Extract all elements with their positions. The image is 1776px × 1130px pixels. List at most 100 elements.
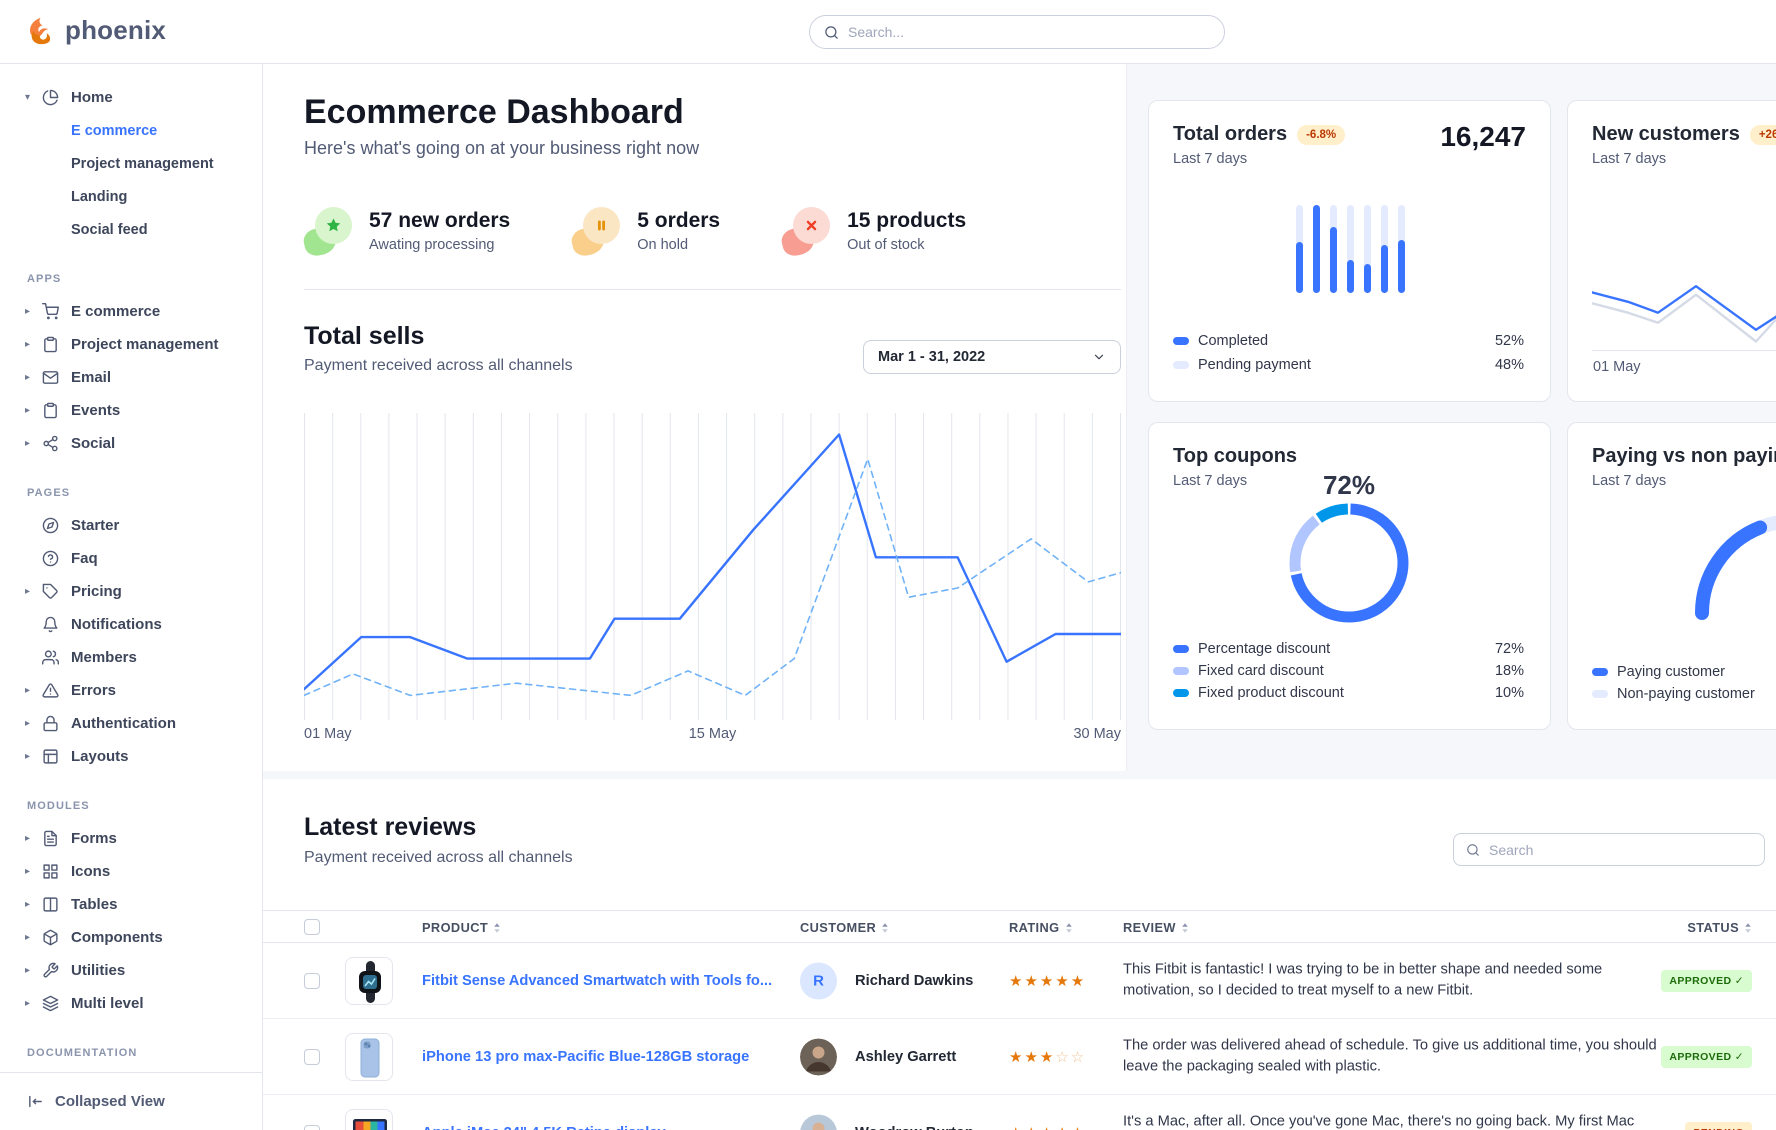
row-checkbox[interactable] bbox=[304, 972, 320, 989]
reviews-search-input[interactable] bbox=[1489, 841, 1752, 858]
sidebar-item-project-management[interactable]: ▸ Project management bbox=[0, 328, 262, 361]
sidebar-item-authentication[interactable]: ▸ Authentication bbox=[0, 707, 262, 740]
layers-icon bbox=[42, 995, 59, 1012]
caret-right-icon: ▸ bbox=[25, 866, 31, 877]
sidebar-item-label: Errors bbox=[71, 682, 117, 699]
sidebar-item-label: Home bbox=[71, 89, 113, 106]
sidebar-item-utilities[interactable]: ▸ Utilities bbox=[0, 954, 262, 987]
product-thumbnail[interactable] bbox=[345, 1032, 393, 1081]
sidebar-item-faq[interactable]: Faq bbox=[0, 542, 262, 575]
column-header-customer[interactable]: CUSTOMER bbox=[800, 911, 889, 944]
sidebar-item-label: Members bbox=[71, 649, 137, 666]
phoenix-flame-icon bbox=[26, 16, 56, 46]
customer-name: Woodrow Burton bbox=[855, 1125, 974, 1130]
legend-row: Pending payment 48% bbox=[1173, 353, 1524, 377]
product-link[interactable]: Apple iMac 24" 4.5K Retina display bbox=[422, 1125, 666, 1130]
product-link[interactable]: Fitbit Sense Advanced Smartwatch with To… bbox=[422, 972, 773, 989]
global-search-input[interactable] bbox=[848, 24, 1210, 40]
sort-icon[interactable] bbox=[1744, 922, 1752, 934]
sidebar-item-multi-level[interactable]: ▸ Multi level bbox=[0, 987, 262, 1020]
paying-vs-non-paying-card: Paying vs non paying Last 7 days Paying … bbox=[1567, 422, 1776, 730]
sidebar-item-errors[interactable]: ▸ Errors bbox=[0, 674, 262, 707]
sidebar-item-social[interactable]: ▸ Social bbox=[0, 427, 262, 460]
sidebar-item-pricing[interactable]: ▸ Pricing bbox=[0, 575, 262, 608]
stat-5-orders: 5 orders On hold bbox=[569, 207, 720, 259]
brand-logo[interactable]: phoenix bbox=[26, 15, 166, 46]
file-text-icon bbox=[42, 830, 59, 847]
row-checkbox[interactable] bbox=[304, 1048, 320, 1065]
sidebar-item-notifications[interactable]: Notifications bbox=[0, 608, 262, 641]
product-link[interactable]: iPhone 13 pro max-Pacific Blue-128GB sto… bbox=[422, 1048, 750, 1065]
top-coupons-card: Top coupons Last 7 days 72% Percentage d… bbox=[1148, 422, 1551, 730]
order-bar bbox=[1296, 205, 1303, 293]
date-range-select[interactable]: Mar 1 - 31, 2022 bbox=[863, 340, 1121, 374]
sort-icon[interactable] bbox=[1181, 922, 1189, 934]
legend-swatch bbox=[1173, 337, 1189, 345]
sidebar-item-social-feed[interactable]: Social feed bbox=[71, 221, 148, 238]
stat-value: 15 products bbox=[847, 209, 967, 233]
card-period: Last 7 days bbox=[1173, 151, 1248, 167]
stat-value: 57 new orders bbox=[369, 209, 511, 233]
caret-right-icon: ▸ bbox=[25, 932, 31, 943]
sidebar-item-e-commerce[interactable]: ▸ E commerce bbox=[0, 295, 262, 328]
stat-label: Awating processing bbox=[369, 236, 495, 253]
columns-icon bbox=[42, 896, 59, 913]
sidebar-item-label: Components bbox=[71, 929, 163, 946]
global-search[interactable] bbox=[809, 15, 1225, 49]
sort-icon[interactable] bbox=[493, 922, 501, 934]
sidebar-section-label: DOCUMENTATION bbox=[27, 1046, 138, 1059]
sidebar-item-icons[interactable]: ▸ Icons bbox=[0, 855, 262, 888]
avatar[interactable] bbox=[800, 1038, 837, 1075]
order-bar bbox=[1347, 205, 1354, 293]
sidebar-section-label: PAGES bbox=[27, 486, 71, 499]
sidebar-item-project-management[interactable]: Project management bbox=[71, 155, 214, 172]
product-thumbnail[interactable] bbox=[345, 1108, 393, 1130]
reviews-search[interactable] bbox=[1453, 833, 1765, 866]
caret-right-icon: ▸ bbox=[25, 965, 31, 976]
card-title: Total orders bbox=[1173, 123, 1288, 145]
search-icon bbox=[824, 25, 839, 40]
sidebar-item-label: Notifications bbox=[71, 616, 162, 633]
sidebar-item-forms[interactable]: ▸ Forms bbox=[0, 822, 262, 855]
sidebar-item-landing[interactable]: Landing bbox=[71, 188, 128, 205]
column-label: CUSTOMER bbox=[800, 920, 877, 935]
total-orders-bar-chart bbox=[1296, 205, 1405, 293]
avatar[interactable] bbox=[800, 1114, 837, 1130]
wrench-icon bbox=[42, 962, 59, 979]
column-header-rating[interactable]: RATING bbox=[1009, 911, 1073, 944]
row-checkbox[interactable] bbox=[304, 1124, 320, 1130]
caret-right-icon: ▸ bbox=[25, 751, 31, 762]
rating-stars: ★★★☆☆ bbox=[1009, 1048, 1087, 1066]
sort-icon[interactable] bbox=[881, 922, 889, 934]
sidebar-item-label: Forms bbox=[71, 830, 117, 847]
latest-reviews-title: Latest reviews bbox=[304, 813, 477, 841]
status-badge: PENDING bbox=[1685, 1121, 1752, 1130]
product-thumbnail[interactable] bbox=[345, 956, 393, 1005]
sidebar-item-members[interactable]: Members bbox=[0, 641, 262, 674]
order-bar bbox=[1313, 205, 1320, 293]
axis-line bbox=[1592, 350, 1776, 351]
select-all-checkbox[interactable] bbox=[304, 919, 320, 935]
stat-label: Out of stock bbox=[847, 236, 925, 253]
package-icon bbox=[42, 929, 59, 946]
column-header-product[interactable]: PRODUCT bbox=[422, 911, 501, 944]
sidebar-item-layouts[interactable]: ▸ Layouts bbox=[0, 740, 262, 773]
collapse-view-label: Collapsed View bbox=[55, 1093, 165, 1110]
sort-icon[interactable] bbox=[1065, 922, 1073, 934]
sidebar-item-components[interactable]: ▸ Components bbox=[0, 921, 262, 954]
sidebar-item-email[interactable]: ▸ Email bbox=[0, 361, 262, 394]
reviews-table-header: PRODUCT CUSTOMER RATING REVIEW STATUS bbox=[263, 910, 1776, 943]
order-bar bbox=[1398, 205, 1405, 293]
sidebar-item-tables[interactable]: ▸ Tables bbox=[0, 888, 262, 921]
column-header-status[interactable]: STATUS bbox=[1687, 911, 1752, 944]
sidebar-item-e-commerce[interactable]: E commerce bbox=[71, 122, 158, 139]
legend-label: Pending payment bbox=[1198, 357, 1311, 373]
legend-swatch bbox=[1173, 689, 1189, 697]
tag-icon bbox=[42, 583, 59, 600]
column-header-review[interactable]: REVIEW bbox=[1123, 911, 1189, 944]
collapse-view-button[interactable]: Collapsed View bbox=[0, 1073, 262, 1130]
avatar[interactable]: R bbox=[800, 962, 837, 999]
sidebar-item-starter[interactable]: Starter bbox=[0, 509, 262, 542]
sidebar-item-events[interactable]: ▸ Events bbox=[0, 394, 262, 427]
sidebar-item-home[interactable]: ▾ Home bbox=[0, 81, 262, 114]
